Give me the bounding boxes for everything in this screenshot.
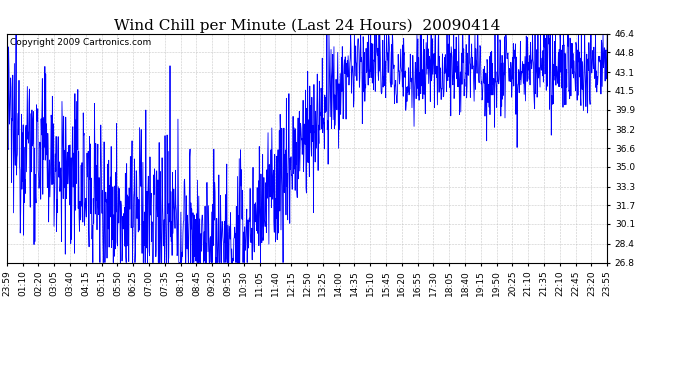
Text: Copyright 2009 Cartronics.com: Copyright 2009 Cartronics.com xyxy=(10,38,151,47)
Title: Wind Chill per Minute (Last 24 Hours)  20090414: Wind Chill per Minute (Last 24 Hours) 20… xyxy=(114,18,500,33)
